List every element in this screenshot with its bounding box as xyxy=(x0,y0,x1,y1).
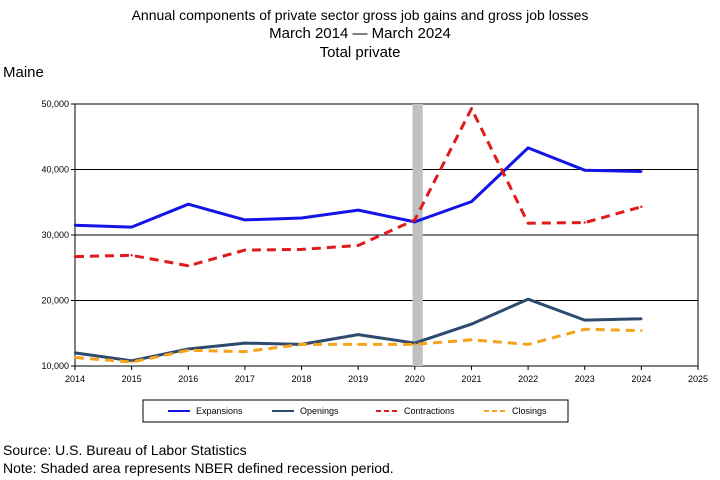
data-point-closings xyxy=(243,350,247,353)
data-point-expansions xyxy=(187,203,190,206)
data-point-contractions xyxy=(583,221,586,224)
data-point-expansions xyxy=(130,225,133,229)
x-tick-label: 2015 xyxy=(122,374,142,384)
legend-box xyxy=(142,399,569,423)
data-point-closings xyxy=(470,338,473,341)
data-point-expansions xyxy=(526,146,530,150)
legend-label-closings: Closings xyxy=(512,406,547,416)
data-point-closings xyxy=(130,360,133,364)
data-point-expansions xyxy=(356,208,360,212)
legend-label-contractions: Contractions xyxy=(404,406,455,416)
legend-label-openings: Openings xyxy=(300,406,339,416)
data-point-closings xyxy=(356,343,360,346)
recession-shade xyxy=(412,104,423,366)
y-tick-label: 40,000 xyxy=(41,165,69,175)
data-point-expansions xyxy=(243,218,247,222)
data-point-expansions xyxy=(470,200,473,203)
data-point-contractions xyxy=(413,218,417,222)
region-label: Maine xyxy=(3,64,44,81)
series-line-expansions xyxy=(74,146,642,229)
x-tick-label: 2017 xyxy=(235,374,255,384)
data-point-openings xyxy=(243,341,247,345)
chart-title: Annual components of private sector gros… xyxy=(131,7,589,23)
x-tick-label: 2016 xyxy=(178,374,198,384)
data-point-contractions xyxy=(73,255,77,258)
x-tick-label: 2014 xyxy=(65,374,85,384)
data-point-contractions xyxy=(300,248,303,251)
x-tick-label: 2022 xyxy=(518,374,538,384)
data-point-closings xyxy=(526,343,530,346)
data-point-contractions xyxy=(356,244,360,247)
y-tick-label: 20,000 xyxy=(41,296,69,306)
data-point-contractions xyxy=(470,107,473,110)
legend-label-expansions: Expansions xyxy=(196,406,243,416)
data-point-contractions xyxy=(130,254,133,257)
y-tick-label: 30,000 xyxy=(41,230,69,240)
x-tick-label: 2025 xyxy=(688,374,708,384)
x-tick-label: 2024 xyxy=(631,374,651,384)
data-point-closings xyxy=(187,349,190,352)
data-point-openings xyxy=(583,318,586,322)
data-point-openings xyxy=(526,297,530,301)
data-point-openings xyxy=(356,333,360,336)
line-chart: 10,000 20,000 30,000 40,000 50,000 2014 2015 20… xyxy=(41,99,708,423)
data-point-openings xyxy=(470,322,473,326)
x-tick-label: 2021 xyxy=(461,374,481,384)
data-point-contractions xyxy=(640,205,643,209)
data-point-contractions xyxy=(187,264,190,267)
data-point-closings xyxy=(640,329,643,332)
source-note: Source: U.S. Bureau of Labor Statistics xyxy=(3,442,247,458)
data-point-closings xyxy=(73,356,77,359)
data-point-openings xyxy=(640,317,643,321)
data-point-closings xyxy=(413,343,417,346)
x-tick-label: 2019 xyxy=(348,374,368,384)
y-tick-label: 10,000 xyxy=(41,361,69,371)
series-line-openings xyxy=(74,297,642,363)
data-point-contractions xyxy=(526,222,530,225)
x-tick-label: 2023 xyxy=(575,374,595,384)
data-point-closings xyxy=(583,328,586,331)
chart-subtitle-period: March 2014 — March 2024 xyxy=(269,25,451,42)
x-tick-label: 2018 xyxy=(292,374,312,384)
chart-subtitle-industry: Total private xyxy=(319,44,401,61)
recession-note: Note: Shaded area represents NBER define… xyxy=(3,460,394,476)
data-point-expansions xyxy=(73,223,77,227)
data-point-closings xyxy=(300,343,303,346)
data-point-openings xyxy=(73,351,77,355)
x-tick-label: 2020 xyxy=(405,374,425,384)
legend: Expansions Openings Contractions Closings xyxy=(142,399,569,423)
data-point-contractions xyxy=(243,248,247,252)
data-point-expansions xyxy=(300,216,303,220)
data-point-expansions xyxy=(583,168,586,172)
series-line-contractions xyxy=(74,107,642,268)
data-point-expansions xyxy=(640,170,643,173)
y-tick-label: 50,000 xyxy=(41,99,69,109)
